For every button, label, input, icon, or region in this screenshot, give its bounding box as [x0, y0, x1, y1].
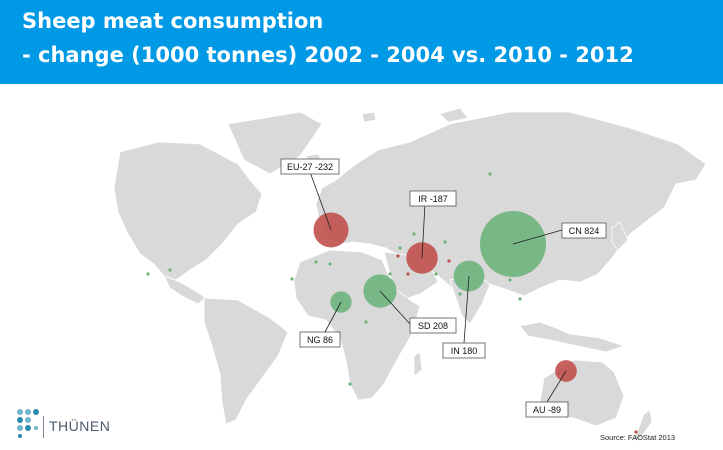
leader-line-in	[463, 275, 470, 344]
header-banner: Sheep meat consumption - change (1000 to…	[0, 0, 723, 84]
small-dot	[488, 172, 492, 176]
logo-dots-icon	[17, 409, 39, 438]
small-dot	[634, 430, 638, 434]
label-ng: NG 86	[307, 335, 333, 345]
greenland-shape	[227, 111, 323, 175]
japan-shape	[611, 221, 629, 251]
north-america-shape	[113, 141, 263, 281]
label-in: IN 180	[451, 346, 478, 356]
label-cn: CN 824	[569, 226, 600, 236]
small-dot	[412, 232, 416, 236]
central-america-shape	[163, 275, 207, 305]
label-box-ir	[409, 190, 457, 207]
small-dot	[146, 272, 150, 276]
title-line-1: Sheep meat consumption	[22, 9, 324, 33]
leader-line-ng	[324, 301, 342, 333]
leader-line-cn	[512, 229, 563, 245]
new-zealand-shape	[631, 409, 653, 443]
leader-lines-layer	[309, 171, 567, 403]
indonesia-shape	[519, 321, 626, 353]
small-dot	[398, 246, 402, 250]
world-map: EU-27 -232 IR -187 CN 824 SD 208 NG 86 IN 180…	[32, 107, 707, 443]
arctic-islands-shape	[439, 107, 469, 123]
small-dot	[348, 382, 352, 386]
label-box-au	[525, 401, 569, 418]
label-box-cn	[561, 222, 607, 239]
small-dot	[406, 272, 410, 276]
small-country-dots	[146, 172, 638, 434]
small-dot	[443, 240, 447, 244]
labels-layer: EU-27 -232 IR -187 CN 824 SD 208 NG 86 IN 180…	[280, 158, 607, 418]
small-dot	[168, 268, 172, 272]
small-dot	[290, 277, 294, 281]
label-eu-27: EU-27 -232	[287, 162, 333, 172]
label-box-ng	[299, 331, 341, 348]
label-au: AU -89	[533, 405, 561, 415]
leader-line-eu-27	[309, 171, 332, 231]
label-box-in	[442, 342, 486, 359]
small-dot	[328, 262, 332, 266]
thuenen-logo: THÜNEN	[14, 406, 110, 446]
small-dot	[518, 297, 522, 301]
logo-divider	[43, 416, 44, 438]
legend-placeholder	[32, 318, 120, 366]
label-sd: SD 208	[418, 321, 448, 331]
leader-line-au	[546, 370, 567, 403]
land-masses	[113, 107, 707, 443]
svalbard-shape	[361, 111, 377, 123]
small-dot	[508, 278, 512, 282]
small-dot	[314, 260, 318, 264]
title-line-2: - change (1000 tonnes) 2002 - 2004 vs. 2…	[22, 43, 634, 67]
south-america-shape	[203, 297, 289, 425]
label-box-sd	[409, 317, 457, 334]
leader-line-ir	[421, 203, 426, 259]
small-dot	[364, 320, 368, 324]
small-dot	[447, 259, 451, 263]
source-note: Source: FAOStat 2013	[600, 433, 676, 442]
logo-text: THÜNEN	[49, 418, 111, 434]
small-dot	[388, 272, 392, 276]
leader-line-sd	[379, 290, 411, 325]
small-dot	[396, 254, 400, 258]
label-box-eu-27	[280, 158, 340, 175]
small-dot	[434, 272, 438, 276]
madagascar-shape	[413, 351, 423, 377]
small-dot	[458, 292, 462, 296]
label-ir: IR -187	[418, 194, 448, 204]
